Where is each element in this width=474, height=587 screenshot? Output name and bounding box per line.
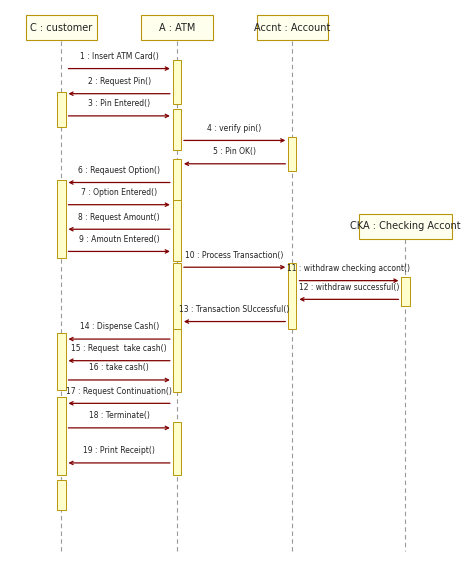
Text: A : ATM: A : ATM [159,23,195,33]
FancyBboxPatch shape [141,15,213,40]
FancyBboxPatch shape [173,109,181,150]
FancyBboxPatch shape [288,263,297,329]
FancyBboxPatch shape [57,480,65,510]
Text: 5 : Pin OK(): 5 : Pin OK() [213,147,256,156]
FancyBboxPatch shape [173,200,181,261]
Text: 12 : withdraw successful(): 12 : withdraw successful() [299,283,399,292]
Text: 1 : Insert ATM Card(): 1 : Insert ATM Card() [80,52,158,61]
Text: CKA : Checking Accont: CKA : Checking Accont [350,221,461,231]
Text: 13 : Transaction SUccessful(): 13 : Transaction SUccessful() [180,305,290,314]
Text: 11 : withdraw checking accont(): 11 : withdraw checking accont() [287,264,410,273]
Text: 4 : verify pin(): 4 : verify pin() [208,124,262,133]
Text: 19 : Print Receipt(): 19 : Print Receipt() [83,446,155,456]
FancyBboxPatch shape [173,159,181,218]
Text: 9 : Amoutn Entered(): 9 : Amoutn Entered() [79,235,159,244]
Text: Accnt : Account: Accnt : Account [254,23,330,33]
Text: 3 : Pin Entered(): 3 : Pin Entered() [88,99,150,109]
Text: 15 : Request  take cash(): 15 : Request take cash() [72,344,167,353]
FancyBboxPatch shape [57,397,65,475]
Text: 17 : Request Continuation(): 17 : Request Continuation() [66,387,172,396]
FancyBboxPatch shape [173,263,181,329]
FancyBboxPatch shape [26,15,97,40]
Text: 6 : Reqauest Option(): 6 : Reqauest Option() [78,166,160,175]
FancyBboxPatch shape [173,422,181,475]
Text: C : customer: C : customer [30,23,92,33]
Text: 7 : Option Entered(): 7 : Option Entered() [81,188,157,197]
FancyBboxPatch shape [288,137,297,171]
FancyBboxPatch shape [173,60,181,104]
Text: 16 : take cash(): 16 : take cash() [89,363,149,372]
FancyBboxPatch shape [401,277,410,306]
FancyBboxPatch shape [173,329,181,392]
Text: 10 : Process Transaction(): 10 : Process Transaction() [185,251,284,259]
FancyBboxPatch shape [57,92,65,127]
FancyBboxPatch shape [57,333,65,390]
Text: 14 : Dispense Cash(): 14 : Dispense Cash() [80,322,159,332]
Text: 18 : Terminate(): 18 : Terminate() [89,411,150,420]
Text: 8 : Request Amount(): 8 : Request Amount() [78,212,160,222]
Text: 2 : Request Pin(): 2 : Request Pin() [88,77,151,86]
FancyBboxPatch shape [359,214,452,238]
FancyBboxPatch shape [256,15,328,40]
FancyBboxPatch shape [57,180,65,258]
